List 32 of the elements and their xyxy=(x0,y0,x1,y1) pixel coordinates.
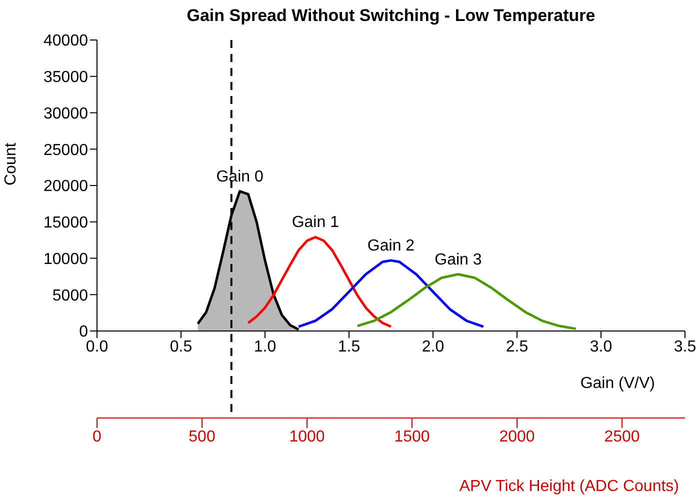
x2-axis-title: APV Tick Height (ADC Counts) xyxy=(459,478,679,495)
x-tick-label: 0.5 xyxy=(170,338,192,356)
series-label: Gain 3 xyxy=(434,251,482,268)
x2-tick-label: 1500 xyxy=(394,428,430,446)
line-series xyxy=(356,273,578,330)
x-tick-label: 2.0 xyxy=(422,338,444,356)
y-tick-label: 0 xyxy=(79,324,88,341)
y-tick-label: 15000 xyxy=(44,214,88,232)
series-label: Gain 2 xyxy=(367,237,415,254)
x2-tick-label: 0 xyxy=(92,428,102,446)
x-tick-label: 1.5 xyxy=(338,338,360,356)
y-tick-label: 10000 xyxy=(44,250,88,268)
series-label: Gain 0 xyxy=(216,168,264,186)
x-axis-title: Gain (V/V) xyxy=(580,375,655,392)
series-label: Gain 1 xyxy=(292,214,340,232)
x2-tick-label: 1000 xyxy=(289,428,325,446)
y-tick-label: 30000 xyxy=(44,105,88,122)
y-tick-label: 25000 xyxy=(44,142,88,159)
x-tick-label: 1.0 xyxy=(254,338,276,356)
x-tick-label: 3.0 xyxy=(590,338,612,356)
x2-tick-label: 500 xyxy=(188,428,216,446)
y-tick-label: 20000 xyxy=(44,178,88,196)
x2-tick-label: 2500 xyxy=(604,428,640,446)
x-tick-label: 0.0 xyxy=(86,338,108,356)
x-tick-label: 3.5 xyxy=(674,338,696,356)
chart-title: Gain Spread Without Switching - Low Temperature xyxy=(186,6,596,26)
x2-tick-label: 2000 xyxy=(499,428,535,446)
y-tick-label: 35000 xyxy=(44,69,88,86)
x-tick-label: 2.5 xyxy=(506,338,528,356)
y-tick-label: 40000 xyxy=(44,32,88,50)
y-tick-label: 5000 xyxy=(52,287,88,304)
y-axis-title: Count xyxy=(2,142,20,186)
